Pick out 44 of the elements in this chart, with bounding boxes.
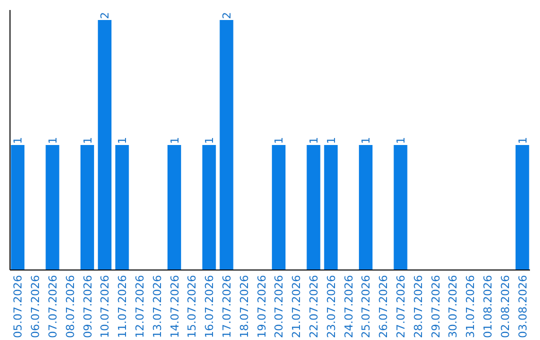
data-label: 1 <box>46 137 60 144</box>
x-tick-label: 18.07.2026 <box>238 275 251 338</box>
data-label: 1 <box>272 137 286 144</box>
x-tick-label: 13.07.2026 <box>150 275 164 338</box>
x-tick-label: 19.07.2026 <box>255 275 268 338</box>
data-label: 1 <box>12 137 25 144</box>
x-tick-label: 11.07.2026 <box>116 275 130 338</box>
x-tick-label: 21.07.2026 <box>290 275 304 338</box>
x-tick-label: 17.07.2026 <box>220 275 234 338</box>
x-tick-label: 14.07.2026 <box>168 275 182 338</box>
x-tick-label: 27.07.2026 <box>394 275 408 338</box>
x-tick-label: 09.07.2026 <box>81 275 94 338</box>
data-label: 1 <box>394 137 408 144</box>
data-label: 1 <box>168 137 182 144</box>
x-tick-label: 30.07.2026 <box>446 275 460 338</box>
x-tick-label: 07.07.2026 <box>46 275 60 338</box>
x-tick-label: 26.07.2026 <box>377 275 390 338</box>
x-tick-label: 20.07.2026 <box>272 275 286 338</box>
data-label: 1 <box>116 137 130 144</box>
x-tick-label: 29.07.2026 <box>429 275 442 338</box>
x-tick-label: 24.07.2026 <box>342 275 356 338</box>
x-tick-label: 12.07.2026 <box>133 275 146 338</box>
data-label: 1 <box>324 137 338 144</box>
data-label: 2 <box>98 12 112 19</box>
x-tick-label: 22.07.2026 <box>308 275 321 338</box>
x-tick-label: 28.07.2026 <box>412 275 425 338</box>
x-tick-label: 31.07.2026 <box>464 275 478 338</box>
x-tick-label: 02.08.2026 <box>498 275 512 338</box>
x-tick-label: 15.07.2026 <box>186 275 199 338</box>
data-label: 1 <box>203 137 216 144</box>
x-tick-label: 25.07.2026 <box>360 275 373 338</box>
x-tick-label: 03.08.2026 <box>516 275 530 338</box>
data-label: 1 <box>360 137 373 144</box>
x-tick-label: 16.07.2026 <box>203 275 216 338</box>
x-tick-label: 10.07.2026 <box>98 275 112 338</box>
data-label: 1 <box>516 137 530 144</box>
data-label: 2 <box>220 12 234 19</box>
x-tick-label: 23.07.2026 <box>324 275 338 338</box>
x-tick-label: 08.07.2026 <box>64 275 77 338</box>
x-tick-label: 06.07.2026 <box>29 275 42 338</box>
data-label: 1 <box>81 137 94 144</box>
x-tick-label: 01.08.2026 <box>482 275 495 338</box>
data-label: 1 <box>308 137 321 144</box>
x-tick-label: 05.07.2026 <box>12 275 25 338</box>
